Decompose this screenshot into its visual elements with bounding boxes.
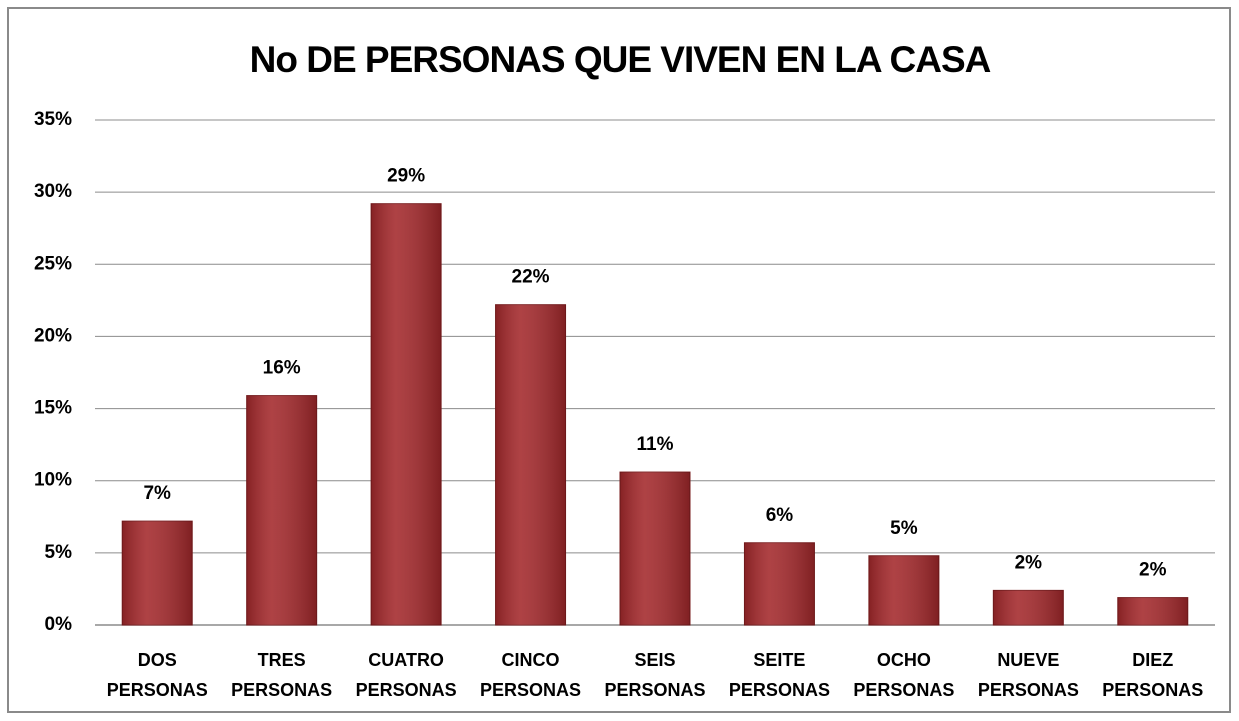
x-tick-label: DOS xyxy=(138,650,177,670)
data-label: 5% xyxy=(890,518,918,539)
data-label: 16% xyxy=(263,358,301,379)
y-tick-label: 25% xyxy=(34,253,72,274)
bar-shade xyxy=(495,304,566,625)
bar-shade xyxy=(122,521,193,625)
x-tick-label: PERSONAS xyxy=(480,680,581,700)
x-tick-label: PERSONAS xyxy=(604,680,705,700)
y-tick-label: 0% xyxy=(45,614,73,635)
x-tick-label: PERSONAS xyxy=(231,680,332,700)
x-tick-label: CUATRO xyxy=(368,650,444,670)
x-tick-label: DIEZ xyxy=(1132,650,1173,670)
x-tick-label: SEIS xyxy=(634,650,675,670)
bar-shade xyxy=(993,590,1064,625)
x-tick-label: PERSONAS xyxy=(356,680,457,700)
x-tick-label: PERSONAS xyxy=(107,680,208,700)
bar-shade xyxy=(246,395,317,625)
bar-shade xyxy=(744,542,815,625)
chart-title: No DE PERSONAS QUE VIVEN EN LA CASA xyxy=(250,39,991,80)
data-label: 2% xyxy=(1139,560,1167,581)
y-tick-label: 20% xyxy=(34,325,72,346)
data-label: 29% xyxy=(387,166,425,187)
x-tick-label: SEITE xyxy=(753,650,805,670)
x-tick-label: NUEVE xyxy=(997,650,1059,670)
x-tick-label: PERSONAS xyxy=(978,680,1079,700)
y-tick-label: 30% xyxy=(34,181,72,202)
x-tick-label: PERSONAS xyxy=(729,680,830,700)
x-tick-label: TRES xyxy=(258,650,306,670)
x-tick-label: CINCO xyxy=(502,650,560,670)
data-label: 2% xyxy=(1015,552,1043,573)
x-tick-label: OCHO xyxy=(877,650,931,670)
data-label: 22% xyxy=(512,267,550,288)
data-label: 11% xyxy=(637,434,674,455)
y-tick-label: 15% xyxy=(34,398,72,419)
data-label: 6% xyxy=(766,505,794,526)
bar-shade xyxy=(620,472,690,625)
x-tick-label: PERSONAS xyxy=(1102,680,1203,700)
data-label: 7% xyxy=(143,483,171,504)
bar-shade xyxy=(1117,597,1188,625)
y-tick-label: 5% xyxy=(45,542,73,563)
bar-shade xyxy=(371,203,442,625)
x-tick-label: PERSONAS xyxy=(853,680,954,700)
y-tick-label: 10% xyxy=(34,470,72,491)
bar-shade xyxy=(868,555,939,625)
y-tick-label: 35% xyxy=(34,109,72,130)
